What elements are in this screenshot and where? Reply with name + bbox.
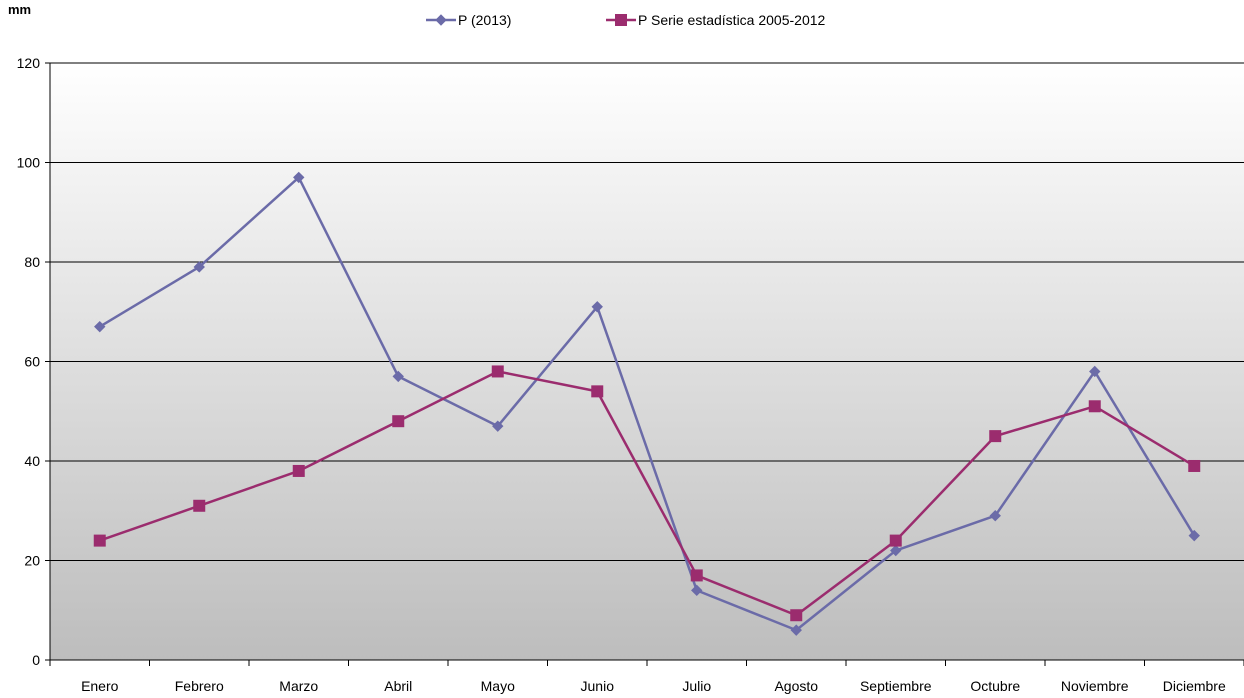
x-tick-label: Septiembre [860, 678, 932, 694]
series-1-point [1089, 365, 1101, 378]
series-1-point [94, 320, 106, 333]
series-2-point [1088, 400, 1101, 413]
series-group [93, 171, 1201, 636]
y-tick-label: 20 [24, 553, 40, 569]
series-2-point [690, 569, 703, 582]
y-tick-label: 0 [32, 652, 40, 668]
legend-item-1: P (2013) [426, 12, 511, 28]
series-1-point [492, 420, 504, 432]
series-2-point [392, 415, 405, 428]
series-2-point [292, 464, 305, 477]
x-tick-label: Diciembre [1163, 678, 1226, 694]
y-axis-ticks: 0 20 40 60 80 100 120 [17, 55, 50, 668]
series-1-point [790, 624, 802, 636]
x-tick-label: Abril [384, 678, 412, 694]
series-1-point [293, 171, 305, 184]
x-tick-label: Octubre [970, 678, 1020, 694]
y-tick-label: 120 [17, 55, 41, 71]
series-1-point [193, 261, 205, 273]
x-tick-label: Enero [81, 678, 119, 694]
series-1-point [591, 301, 603, 313]
series-2-point [491, 365, 504, 378]
series-2-point [591, 385, 604, 398]
x-tick-label: Febrero [175, 678, 224, 694]
series-1-point [1188, 529, 1200, 542]
series-2-point [1188, 459, 1201, 472]
legend-label: P (2013) [458, 12, 511, 28]
gridlines [50, 62, 1244, 561]
series-1-point [392, 370, 404, 383]
series-2-point [989, 430, 1002, 443]
series-1-point [989, 510, 1001, 522]
x-axis-ticks: Enero Febrero Marzo Abril Mayo Junio Julio Agos… [49, 660, 1244, 694]
series-2-point [193, 499, 206, 512]
y-axis-unit-label: mm [8, 2, 31, 17]
series-1-point [890, 544, 902, 557]
x-tick-label: Mayo [481, 678, 515, 694]
x-tick-label: Junio [581, 678, 615, 694]
series-2-point [93, 534, 106, 547]
legend-swatch-marker [615, 14, 627, 26]
legend: P (2013) P Serie estadística 2005-2012 [426, 12, 826, 28]
series-1-point [691, 584, 703, 597]
y-tick-label: 60 [24, 354, 40, 370]
x-tick-label: Julio [682, 678, 711, 694]
legend-item-2: P Serie estadística 2005-2012 [606, 12, 826, 28]
series-2-point [889, 534, 902, 547]
y-tick-label: 40 [24, 453, 40, 469]
series-1-line [99, 176, 1196, 632]
y-tick-label: 100 [17, 155, 41, 171]
x-tick-label: Noviembre [1061, 678, 1129, 694]
series-2 [93, 365, 1201, 622]
series-2-line [99, 370, 1195, 617]
series-1 [94, 171, 1200, 636]
y-tick-label: 80 [24, 254, 40, 270]
x-tick-label: Agosto [774, 678, 818, 694]
x-tick-label: Marzo [279, 678, 318, 694]
legend-label: P Serie estadística 2005-2012 [638, 12, 826, 28]
series-2-point [790, 609, 803, 622]
legend-swatch-marker [435, 14, 447, 26]
